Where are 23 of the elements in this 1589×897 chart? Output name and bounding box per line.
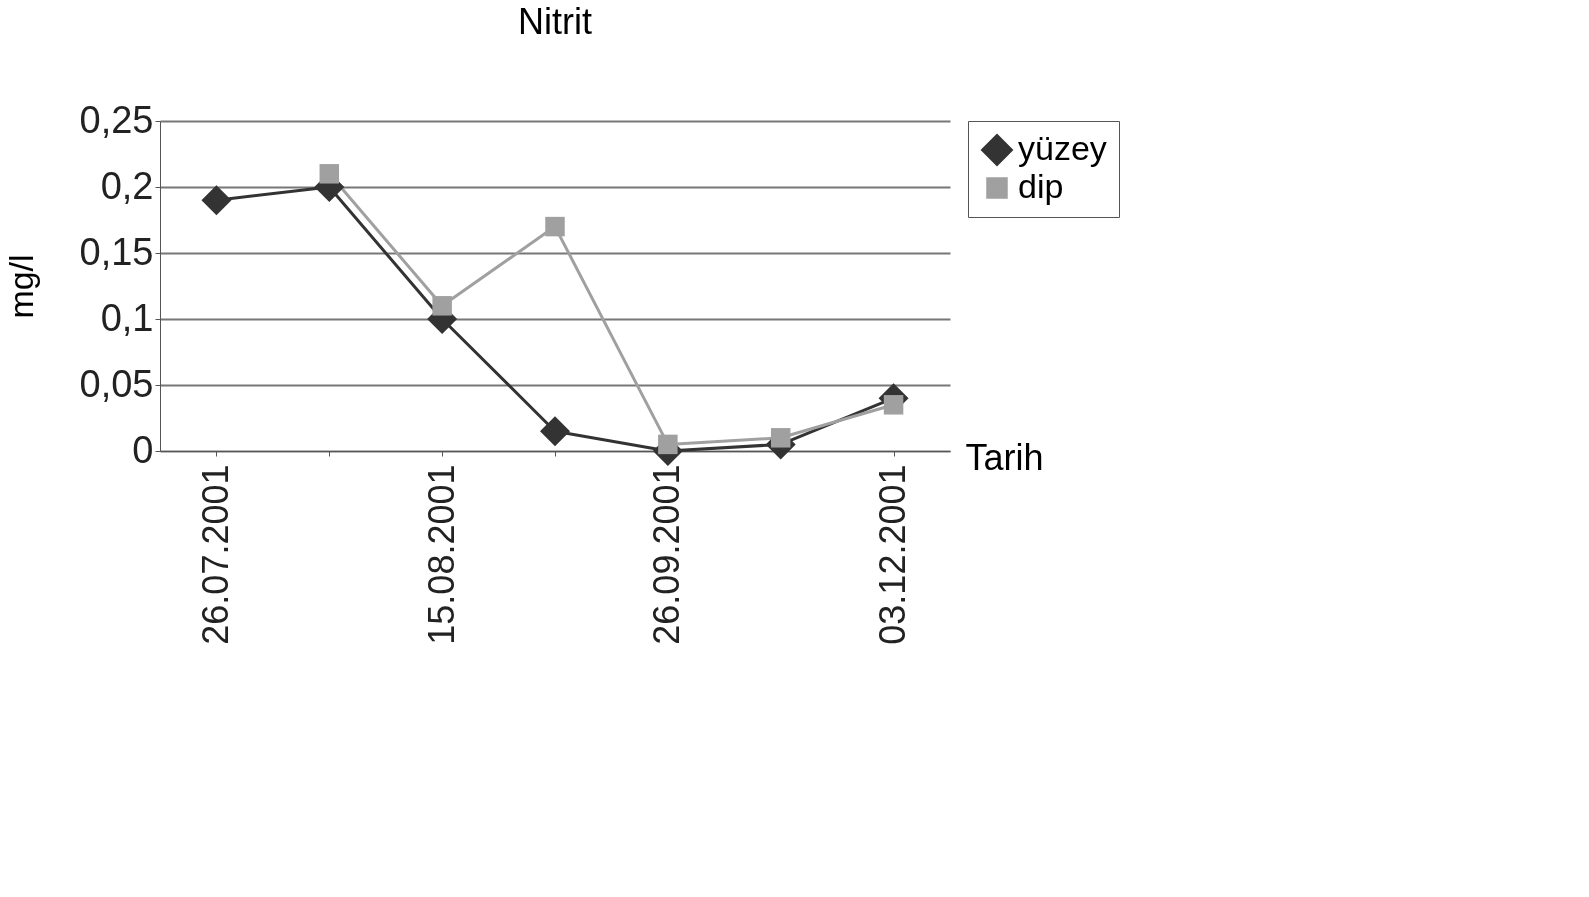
point: [883, 395, 904, 415]
point: [540, 416, 570, 447]
x-tick-label: 15.08.2001: [420, 464, 462, 645]
x-axis-title: Tarih: [965, 436, 1044, 478]
point: [432, 296, 452, 316]
point: [201, 185, 232, 216]
point: [319, 164, 340, 184]
legend-label: dip: [1018, 167, 1064, 205]
point: [770, 428, 791, 448]
point: [658, 434, 678, 455]
y-tick-label: 0,05: [79, 362, 154, 405]
y-tick-label: 0,1: [100, 296, 154, 339]
y-tick-label: 0,25: [79, 98, 154, 141]
legend-label: yüzey: [1018, 129, 1107, 167]
chart-title: Nitrit: [518, 1, 592, 42]
y-tick-label: 0,15: [79, 230, 154, 273]
x-tick-label: 26.09.2001: [646, 464, 688, 645]
x-tick-label: 03.12.2001: [872, 464, 914, 645]
point: [545, 216, 565, 237]
y-axis-title: mg/l: [1, 254, 40, 319]
y-tick-label: 0: [132, 428, 154, 471]
x-tick-label: 26.07.2001: [194, 464, 236, 645]
y-tick-label: 0,2: [100, 164, 154, 207]
